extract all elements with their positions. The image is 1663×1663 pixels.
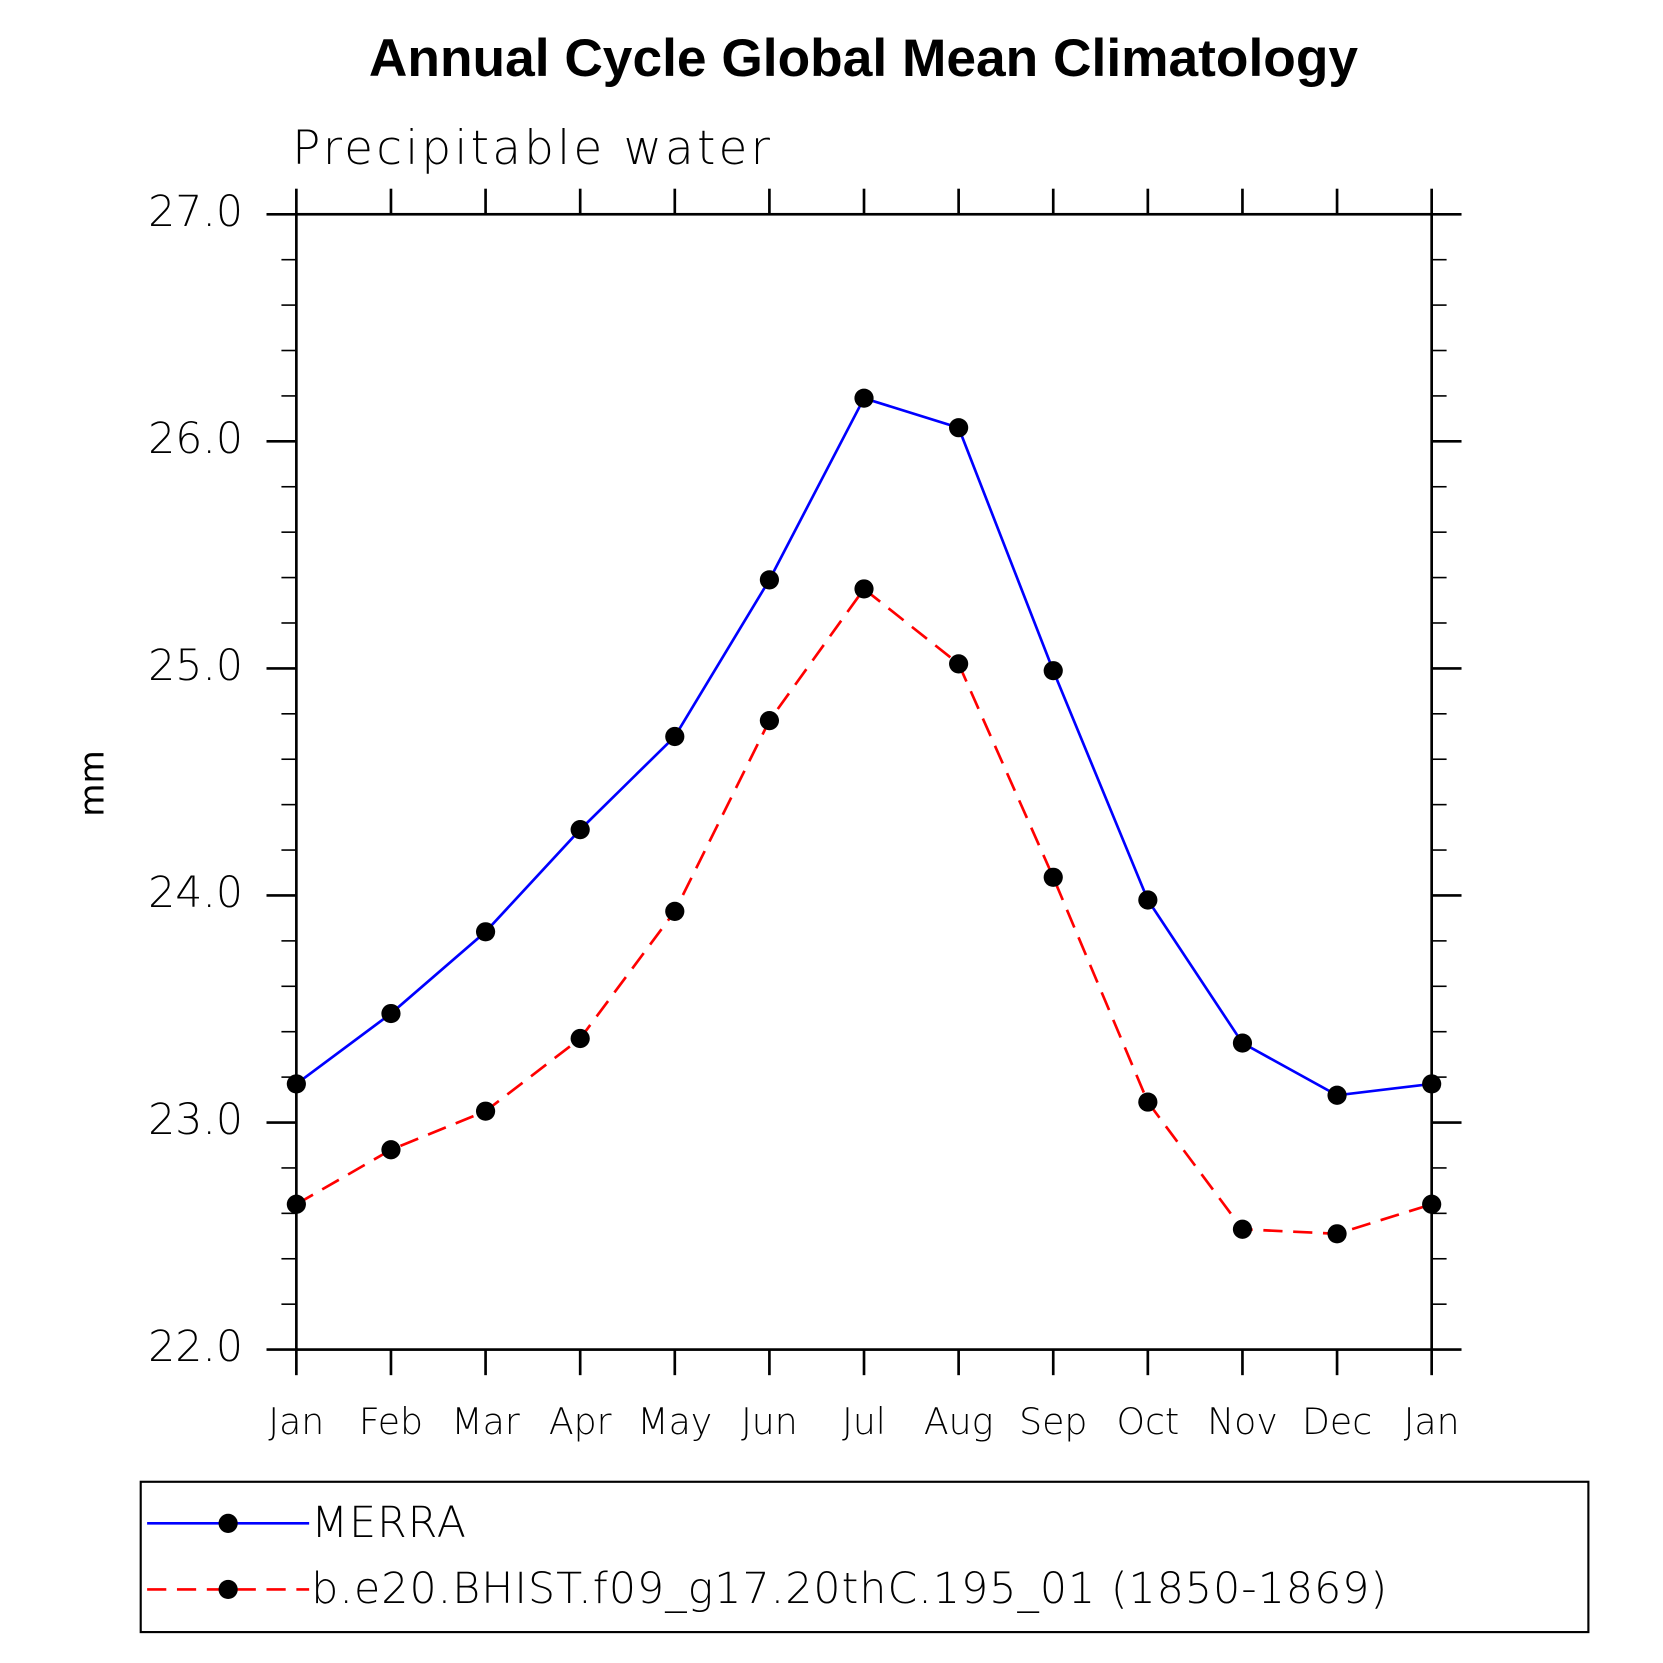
point [381,1003,401,1024]
y-tick-label: 23.0 [148,1095,243,1145]
point [759,570,779,590]
point [759,711,779,731]
plot-frame [295,212,1434,1351]
x-tick-label: Sep [1019,1400,1087,1443]
point [475,922,496,942]
x-tick-label: Nov [1207,1400,1278,1443]
x-tick-label: Jan [1404,1400,1460,1443]
series-line [295,396,1432,1097]
point [1232,1219,1253,1239]
point [381,1140,401,1160]
legend-box [139,1480,1590,1634]
point [1327,1085,1347,1105]
x-tick-label: Jan [268,1400,324,1443]
point [570,1028,590,1049]
y-tick-label: 27.0 [148,187,243,237]
x-tick-label: Mar [451,1400,519,1443]
x-tick-label: Jun [741,1400,798,1443]
x-tick-label: Jul [842,1400,886,1443]
point [1327,1224,1347,1244]
point [854,388,874,408]
x-tick-label: Oct [1117,1400,1180,1443]
point [286,1074,306,1094]
point [1422,1194,1442,1214]
legend-label: b.e20.BHIST.f09_g17.20thC.195_01 (1850-1… [311,1564,1388,1614]
point [1043,867,1063,887]
point [854,579,874,599]
x-tick-label: May [637,1400,712,1443]
point [475,1101,496,1121]
x-tick-label: Apr [549,1400,612,1443]
y-tick-label: 22.0 [148,1322,243,1372]
point [1422,1074,1442,1094]
point [949,654,969,674]
point [665,726,685,747]
legend-marker [218,1513,238,1533]
point [665,901,685,921]
point [1138,1092,1158,1112]
y-tick-label: 26.0 [148,414,243,464]
series-line [295,587,1433,1236]
y-tick-label: 25.0 [148,641,243,691]
legend-marker [218,1579,238,1600]
chart-title: Annual Cycle Global Mean Climatology [369,29,1358,88]
x-tick-label: Dec [1302,1400,1372,1443]
point [1138,890,1158,910]
y-tick-label: 24.0 [148,868,243,918]
point [570,820,590,840]
legend-label: MERRA [311,1498,467,1548]
point [286,1194,306,1214]
x-tick-label: Aug [924,1400,994,1443]
point [949,418,969,438]
chart-subtitle: Precipitable water [292,121,773,176]
x-tick-label: Feb [359,1400,423,1443]
point [1043,661,1063,681]
y-axis-label: mm [72,750,112,816]
point [1232,1033,1253,1053]
